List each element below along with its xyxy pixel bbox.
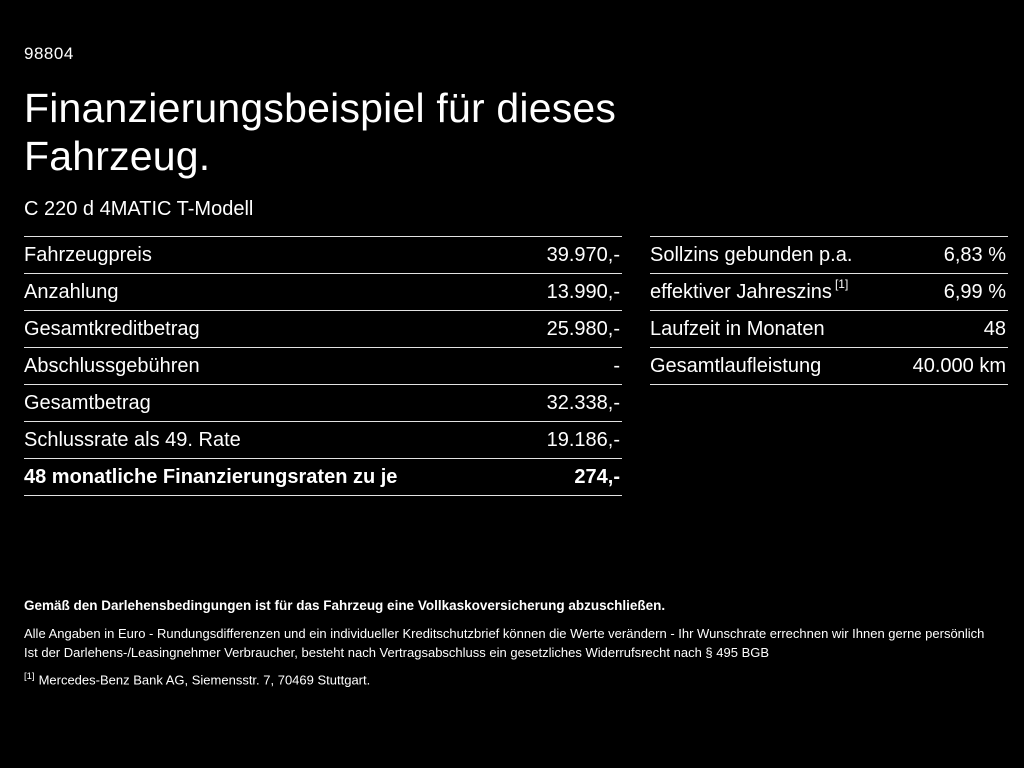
- row-label: Anzahlung: [24, 280, 119, 303]
- row-value: 25.980,-: [546, 317, 620, 340]
- row-label: Abschlussgebühren: [24, 354, 200, 377]
- row-label: Sollzins gebunden p.a.: [650, 243, 853, 266]
- table-row: Abschlussgebühren -: [24, 346, 622, 384]
- table-row: Gesamtbetrag 32.338,-: [24, 383, 622, 421]
- page-title-line-1: Finanzierungsbeispiel für dieses: [24, 85, 617, 131]
- footnote-ref-text: Mercedes-Benz Bank AG, Siemensstr. 7, 70…: [38, 672, 371, 688]
- table-row-monthly-rate: 48 monatliche Finanzierungsraten zu je 2…: [24, 457, 622, 495]
- footnote-marker: [1]: [834, 277, 849, 292]
- row-value: 48: [983, 317, 1006, 340]
- row-value: 39.970,-: [546, 243, 620, 266]
- financing-table: Fahrzeugpreis 39.970,- Anzahlung 13.990,…: [24, 235, 622, 496]
- footnote-disclaimer-2: Ist der Darlehens-/Leasingnehmer Verbrau…: [24, 645, 770, 660]
- vehicle-model: C 220 d 4MATIC T-Modell: [24, 197, 254, 220]
- row-label: Gesamtlaufleistung: [650, 354, 822, 377]
- footnote-ref-marker: [1]: [24, 671, 35, 682]
- table-row: Gesamtlaufleistung 40.000 km: [650, 346, 1008, 384]
- row-value: 6,99 %: [943, 280, 1006, 303]
- footnote-insurance: Gemäß den Darlehensbedingungen ist für d…: [24, 598, 666, 613]
- table-row: effektiver Jahreszins [1] 6,99 %: [650, 272, 1008, 310]
- row-value: -: [613, 354, 620, 377]
- row-label: Laufzeit in Monaten: [650, 317, 825, 340]
- row-value: 274,-: [574, 465, 620, 488]
- page-title: Finanzierungsbeispiel für dieses Fahrzeu…: [24, 84, 1008, 181]
- row-label: 48 monatliche Finanzierungsraten zu je: [24, 465, 398, 488]
- row-label-text: effektiver Jahreszins: [650, 280, 832, 303]
- table-row: Gesamtkreditbetrag 25.980,-: [24, 309, 622, 347]
- table-row: Schlussrate als 49. Rate 19.186,-: [24, 420, 622, 458]
- row-value: 32.338,-: [546, 391, 620, 414]
- main-content: 98804 Finanzierungsbeispiel für dieses F…: [24, 0, 1008, 496]
- row-value: 19.186,-: [546, 428, 620, 451]
- row-label: Schlussrate als 49. Rate: [24, 428, 241, 451]
- footnote-bank: [1] Mercedes-Benz Bank AG, Siemensstr. 7,…: [24, 671, 1008, 687]
- tables-section: Fahrzeugpreis 39.970,- Anzahlung 13.990,…: [24, 235, 1008, 496]
- row-value: 6,83 %: [943, 243, 1006, 266]
- row-value: 40.000 km: [912, 354, 1006, 377]
- footnote-disclaimer-1: Alle Angaben in Euro - Rundungsdifferenz…: [24, 626, 985, 641]
- row-label: Gesamtbetrag: [24, 391, 151, 414]
- conditions-table: Sollzins gebunden p.a. 6,83 % effektiver…: [650, 235, 1008, 385]
- table-row: Fahrzeugpreis 39.970,-: [24, 235, 622, 273]
- row-label: effektiver Jahreszins [1]: [650, 278, 848, 304]
- vehicle-code: 98804: [24, 44, 74, 63]
- table-row: Sollzins gebunden p.a. 6,83 %: [650, 235, 1008, 273]
- row-label: Gesamtkreditbetrag: [24, 317, 200, 340]
- footnotes-section: Gemäß den Darlehensbedingungen ist für d…: [24, 598, 1008, 687]
- row-label: Fahrzeugpreis: [24, 243, 152, 266]
- row-value: 13.990,-: [546, 280, 620, 303]
- page-title-line-2: Fahrzeug.: [24, 133, 211, 180]
- table-row: Laufzeit in Monaten 48: [650, 309, 1008, 347]
- table-row: Anzahlung 13.990,-: [24, 272, 622, 310]
